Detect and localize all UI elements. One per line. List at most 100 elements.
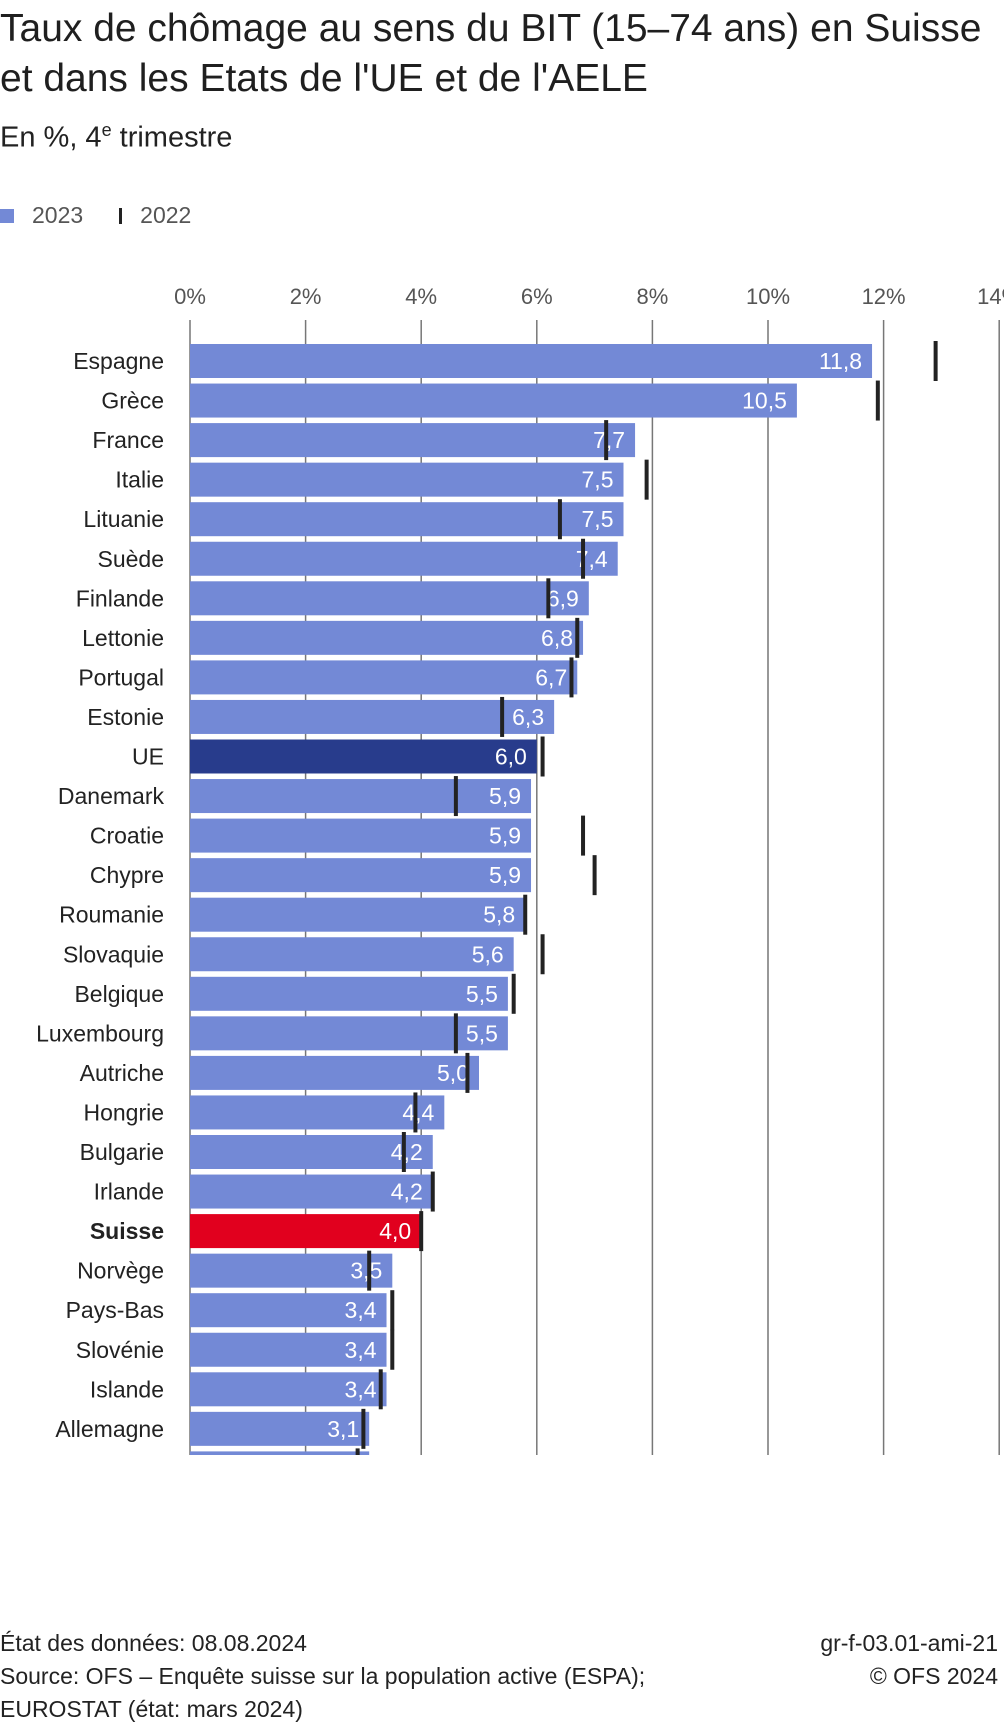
bar	[190, 1451, 370, 1455]
bar	[190, 818, 532, 853]
footer-copyright: © OFS 2024	[869, 1663, 998, 1689]
value-label: 4,4	[402, 1099, 434, 1125]
legend-label-2023: 2023	[32, 202, 84, 228]
category-label: Islande	[90, 1376, 164, 1402]
value-label: 5,9	[489, 823, 521, 849]
category-label: Slovaquie	[63, 941, 164, 967]
legend-marker-2022	[119, 207, 123, 224]
category-label: Danemark	[58, 783, 165, 809]
category-label: UE	[132, 744, 164, 770]
category-label: Suisse	[90, 1218, 164, 1244]
bar	[190, 1332, 387, 1367]
value-label: 4,2	[391, 1139, 423, 1165]
bar-chart: 0% 2% 4% 6% 8% 10% 12% 14% Espagne 11,8 Grèce 10,5 F…	[36, 284, 1004, 1455]
category-label: Portugal	[78, 664, 164, 690]
x-tick-label: 14%	[977, 284, 1004, 309]
value-label: 6,7	[535, 664, 567, 690]
value-label: 5,8	[483, 902, 515, 928]
footer-source-line2: EUROSTAT (état: mars 2024)	[0, 1696, 303, 1722]
value-label: 3,4	[345, 1297, 377, 1323]
bar	[190, 1214, 422, 1249]
legend: 2023 2022	[0, 202, 191, 229]
bar	[190, 383, 797, 418]
x-tick-label: 2%	[290, 284, 322, 309]
value-label: 5,9	[489, 783, 521, 809]
chart-title: Taux de chômage au sens du BIT (15–74 an…	[0, 7, 982, 100]
category-label: Roumanie	[59, 902, 164, 928]
value-label: 7,5	[582, 467, 614, 493]
bar	[190, 937, 514, 972]
value-label: 11,8	[819, 348, 862, 374]
category-label: Bulgarie	[80, 1139, 164, 1165]
bar	[190, 739, 537, 774]
x-tick-label: 0%	[174, 284, 206, 309]
value-label: 5,9	[489, 862, 521, 888]
x-tick-label: 12%	[862, 284, 906, 309]
subtitle-sup: e	[101, 120, 112, 140]
category-label: Suède	[97, 546, 164, 572]
category-label: Italie	[115, 467, 164, 493]
category-label: Allemagne	[55, 1416, 164, 1442]
bar	[190, 462, 624, 497]
footer-source-line1: Source: OFS – Enquête suisse sur la popu…	[0, 1663, 646, 1689]
category-label: Croatie	[90, 823, 164, 849]
bar	[190, 344, 873, 378]
x-tick-label: 8%	[637, 284, 669, 309]
x-tick-label: 10%	[746, 284, 790, 309]
bar	[190, 976, 508, 1011]
value-label: 6,9	[547, 585, 579, 611]
bar	[190, 779, 532, 814]
bar	[190, 897, 526, 932]
category-label: Belgique	[74, 981, 164, 1007]
x-tick-label: 6%	[521, 284, 553, 309]
bar	[190, 1411, 370, 1446]
bar	[190, 699, 555, 734]
subtitle-prefix: En %, 4	[0, 121, 102, 154]
category-label: Slovénie	[76, 1337, 164, 1363]
legend-label-2022: 2022	[140, 202, 192, 228]
footer-source: État des données: 08.08.2024 Source: OFS…	[0, 1627, 645, 1726]
value-label: 3,4	[345, 1376, 377, 1402]
category-label: Pays-Bas	[66, 1297, 164, 1323]
value-label: 3,1	[327, 1416, 359, 1442]
value-label: 6,3	[512, 704, 544, 730]
value-label: 10,5	[742, 388, 787, 414]
legend-swatch-2023	[0, 208, 14, 223]
value-label: 5,5	[466, 981, 498, 1007]
category-label: Autriche	[80, 1060, 164, 1086]
category-label: France	[92, 427, 164, 453]
bar	[190, 660, 578, 695]
bar	[190, 1174, 433, 1209]
bar	[190, 581, 589, 616]
bar	[190, 1135, 433, 1169]
category-label: Finlande	[76, 585, 164, 611]
bar	[190, 1016, 508, 1051]
bar	[190, 541, 618, 576]
chart-subtitle: En %, 4e trimestre	[0, 120, 232, 155]
bar	[190, 1293, 387, 1328]
footer-credits: gr-f-03.01-ami-21 © OFS 2024	[820, 1627, 998, 1693]
category-label: Chypre	[90, 862, 164, 888]
category-label: Irlande	[94, 1179, 164, 1205]
bar	[190, 1095, 445, 1130]
category-label: Lettonie	[82, 625, 164, 651]
value-label: 5,5	[466, 1020, 498, 1046]
value-label: 4,0	[379, 1218, 411, 1244]
value-label: 7,4	[576, 546, 608, 572]
value-label: 7,7	[593, 427, 625, 453]
value-label: 5,6	[472, 941, 504, 967]
category-label: Hongrie	[83, 1099, 164, 1125]
bar	[190, 1372, 387, 1407]
bar	[190, 620, 584, 655]
bar	[190, 423, 636, 458]
bar	[190, 1253, 393, 1288]
category-label: Espagne	[73, 348, 164, 374]
category-label: Estonie	[87, 704, 164, 730]
bar	[190, 858, 532, 893]
value-label: 6,0	[495, 744, 527, 770]
bar	[190, 1055, 479, 1090]
category-label: Grèce	[101, 388, 164, 414]
bar	[190, 502, 624, 537]
value-label: 4,2	[391, 1179, 423, 1205]
subtitle-suffix: trimestre	[111, 121, 233, 154]
